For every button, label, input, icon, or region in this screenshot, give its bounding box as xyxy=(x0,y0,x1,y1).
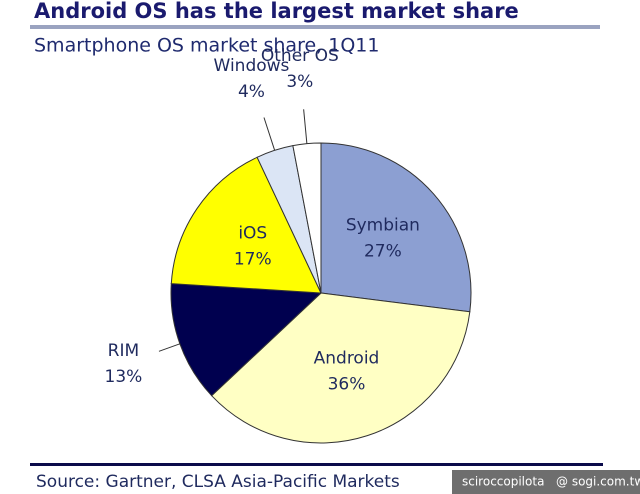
slice-label: Windows xyxy=(214,56,290,76)
source-rule xyxy=(30,463,603,466)
slice-value-label: 36% xyxy=(328,374,366,394)
leader-line xyxy=(263,117,276,151)
pie-slice xyxy=(170,156,322,294)
pie-slice xyxy=(320,142,472,313)
chart-subtitle: Smartphone OS market share, 1Q11 xyxy=(34,35,379,57)
slice-label: Symbian xyxy=(346,215,420,235)
slice-value-label: 3% xyxy=(286,72,313,92)
slice-label: Android xyxy=(314,348,380,368)
source: Source: Gartner, CLSA Asia-Pacific Marke… xyxy=(36,472,400,492)
watermark: @ sogi.com.tw xyxy=(556,475,640,489)
title-rule xyxy=(30,25,600,29)
pie-slice xyxy=(210,292,471,444)
slice-value-label: 17% xyxy=(234,250,272,270)
slice-label: RIM xyxy=(108,341,140,361)
slice-value-label: 4% xyxy=(238,82,265,102)
slice-value-label: 13% xyxy=(105,367,143,387)
watermark-bg xyxy=(452,470,640,494)
watermark: sciroccopilota xyxy=(462,475,544,489)
pie-slice xyxy=(292,142,322,294)
chart-title: Android OS has the largest market share xyxy=(34,0,519,23)
slice-label: Other OS xyxy=(261,46,339,66)
slice-value-label: 27% xyxy=(364,241,402,261)
slice-label: iOS xyxy=(238,224,267,244)
leader-line xyxy=(158,343,181,352)
pie-slice xyxy=(170,283,323,397)
leader-line xyxy=(303,109,308,144)
